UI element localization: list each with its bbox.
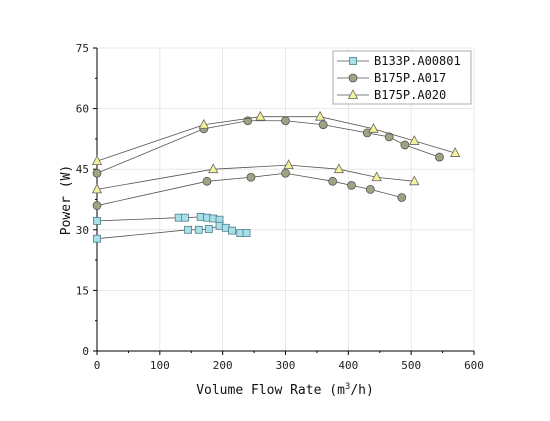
x-tick-label: 300 (276, 359, 296, 372)
legend-label: B175P.A020 (374, 88, 446, 102)
data-point (371, 171, 382, 182)
data-point (281, 168, 290, 178)
data-point (198, 118, 209, 129)
data-point (409, 135, 420, 145)
data-point (409, 175, 420, 186)
x-tick-label: 100 (150, 359, 170, 372)
data-point (92, 201, 102, 210)
grid (97, 47, 475, 351)
data-point (400, 140, 410, 150)
legend-marker (348, 73, 358, 83)
series-layer (91, 110, 461, 243)
y-tick-label: 60 (76, 103, 89, 116)
data-point (347, 180, 356, 190)
ticks: 0 100 200 300 400 500 600 0 15 30 45 60 75 (76, 42, 484, 372)
data-point (194, 225, 203, 234)
data-point (435, 152, 444, 162)
data-point (384, 132, 394, 142)
data-point (204, 225, 213, 233)
legend-marker (349, 57, 357, 65)
data-point (92, 168, 102, 178)
y-tick-label: 15 (76, 284, 89, 297)
legend-marker (347, 89, 359, 99)
data-point (368, 122, 379, 133)
series-line (96, 164, 415, 190)
series-2 (92, 116, 444, 210)
data-point (202, 176, 212, 186)
legend-label: B133P.A00801 (374, 54, 461, 68)
data-point (208, 163, 219, 174)
data-point (246, 172, 256, 182)
data-point (91, 155, 103, 166)
data-point (281, 116, 290, 126)
x-tick-label: 600 (464, 359, 484, 372)
y-tick-label: 30 (76, 224, 89, 237)
data-point (397, 193, 407, 202)
y-tick-label: 75 (76, 42, 89, 55)
series-1 (93, 212, 251, 243)
data-point (181, 213, 189, 222)
y-tick-label: 0 (82, 345, 89, 358)
data-point (93, 234, 101, 243)
x-axis-title: Volume Flow Rate (m3/h) (196, 382, 374, 398)
x-tick-label: 500 (401, 359, 421, 372)
data-point (228, 226, 236, 235)
legend-label: B175P.A017 (374, 71, 446, 85)
data-point (184, 225, 193, 234)
data-point (362, 128, 372, 138)
data-point (255, 110, 266, 121)
data-point (314, 110, 326, 121)
data-point (449, 147, 461, 157)
data-point (283, 159, 294, 170)
x-tick-label: 0 (94, 359, 101, 372)
data-point (91, 183, 103, 194)
data-point (242, 229, 251, 237)
legend: B133P.A00801 B175P.A017 B175P.A020 (332, 50, 472, 105)
data-point (318, 120, 328, 130)
data-point (333, 163, 345, 174)
series-3 (91, 110, 461, 194)
data-point (328, 176, 338, 186)
x-tick-label: 200 (213, 359, 233, 372)
data-point (365, 184, 375, 194)
y-axis-title: Power (W) (59, 165, 74, 235)
y-tick-label: 45 (76, 163, 89, 176)
x-tick-label: 400 (338, 359, 358, 372)
data-point (93, 217, 101, 225)
